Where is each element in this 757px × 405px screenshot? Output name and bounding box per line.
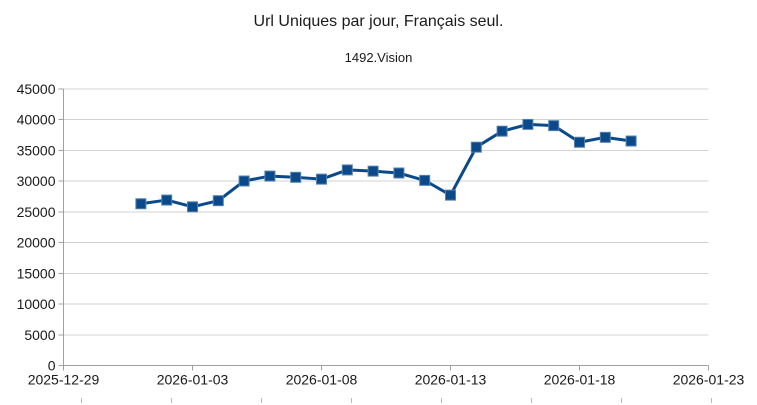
x-tick-label: 2026-01-18 [544,372,616,388]
data-point-marker [187,201,198,213]
y-tick-label: 10000 [17,296,56,312]
data-point-marker [445,189,456,201]
y-tick-label: 20000 [17,235,56,251]
y-tick-label: 35000 [17,142,56,158]
chart-subtitle: 1492.Vision [344,50,413,65]
x-tick-label: 2025-12-29 [28,372,100,388]
data-point-marker [212,195,224,207]
y-tick-label: 40000 [17,112,56,128]
y-tick-label: 30000 [17,173,56,189]
data-point-marker [367,165,379,177]
data-point-marker [341,164,353,176]
series-line [139,122,633,209]
data-point-marker [316,173,327,185]
y-tick-label: 0 [48,358,56,374]
data-point-marker [264,170,276,182]
data-point-marker [238,175,250,187]
data-point-marker [419,174,431,186]
x-tick-label: 2026-01-13 [415,372,487,388]
y-tick-label: 5000 [24,327,55,343]
x-tick-label: 2026-01-08 [286,372,358,388]
y-tick-label: 45000 [17,81,56,97]
data-point-marker [290,171,302,183]
data-point-marker [496,125,508,137]
data-point-marker [393,167,405,179]
x-tick-label: 2026-01-03 [157,372,229,388]
y-tick-label: 15000 [17,265,56,281]
data-point-marker [625,135,637,147]
data-point-marker [522,118,534,130]
data-point-marker [470,141,482,153]
data-point-marker [574,136,585,148]
data-point-marker [548,120,560,132]
data-point-marker [161,194,173,206]
data-point-marker [135,198,147,210]
y-tick-label: 25000 [17,204,56,220]
chart-title: Url Uniques par jour, Français seul. [253,13,504,30]
data-point-marker [599,131,611,143]
x-tick-label: 2026-01-23 [673,372,745,388]
